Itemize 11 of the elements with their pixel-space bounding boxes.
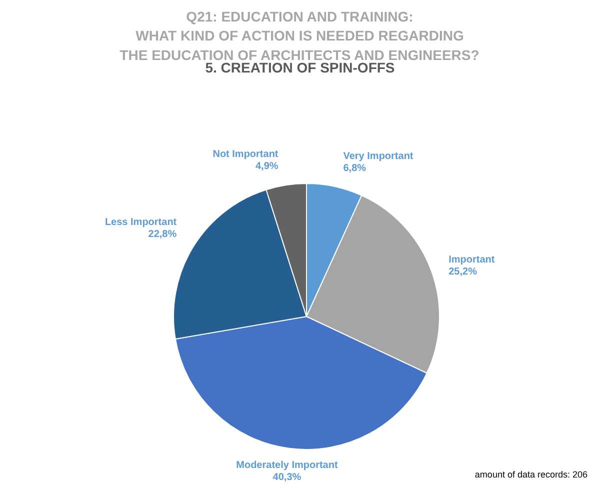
slice-label: Not Important xyxy=(212,149,279,160)
slice-label: Moderately Important xyxy=(236,460,338,472)
slice-label: Important xyxy=(448,254,496,266)
data-label: 25,2% xyxy=(448,266,478,278)
data-label: 4,9% xyxy=(255,161,278,172)
data-label: 40,3% xyxy=(272,472,302,484)
text: amount of data records: 206 xyxy=(474,470,588,480)
data-label: 22,8% xyxy=(148,229,177,240)
slice-label: Less Important xyxy=(104,217,178,228)
slice-label: Very Important xyxy=(343,150,414,162)
data-label: 6,8% xyxy=(343,162,366,174)
